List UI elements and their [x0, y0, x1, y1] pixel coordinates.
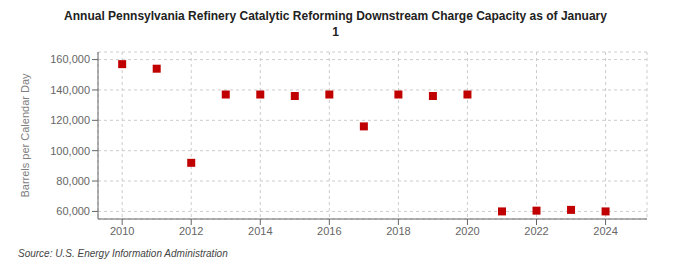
svg-text:2024: 2024 — [593, 225, 617, 237]
svg-text:100,000: 100,000 — [50, 145, 90, 157]
svg-text:2010: 2010 — [110, 225, 134, 237]
html-text:Source: U.S. Energy Informatio: Source: U.S. Energy Information Administ… — [18, 248, 228, 259]
svg-text:60,000: 60,000 — [56, 205, 90, 217]
html-text:Annual Pennsylvania Refinery C: Annual Pennsylvania Refinery Catalytic R… — [64, 9, 607, 23]
html-text:1: 1 — [332, 25, 339, 39]
svg-text:2014: 2014 — [248, 225, 272, 237]
svg-text:2018: 2018 — [386, 225, 410, 237]
svg-text:120,000: 120,000 — [50, 114, 90, 126]
svg-text:2022: 2022 — [524, 225, 548, 237]
svg-text:140,000: 140,000 — [50, 84, 90, 96]
svg-text:80,000: 80,000 — [56, 175, 90, 187]
svg-text:2020: 2020 — [455, 225, 479, 237]
svg-text:Barrels per Calendar Day: Barrels per Calendar Day — [19, 73, 31, 198]
svg-text:2016: 2016 — [317, 225, 341, 237]
svg-text:2012: 2012 — [179, 225, 203, 237]
svg-text:160,000: 160,000 — [50, 53, 90, 65]
